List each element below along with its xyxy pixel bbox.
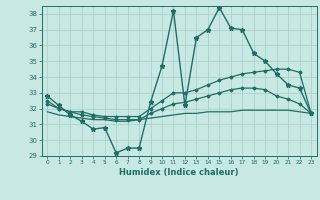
X-axis label: Humidex (Indice chaleur): Humidex (Indice chaleur) — [119, 168, 239, 177]
